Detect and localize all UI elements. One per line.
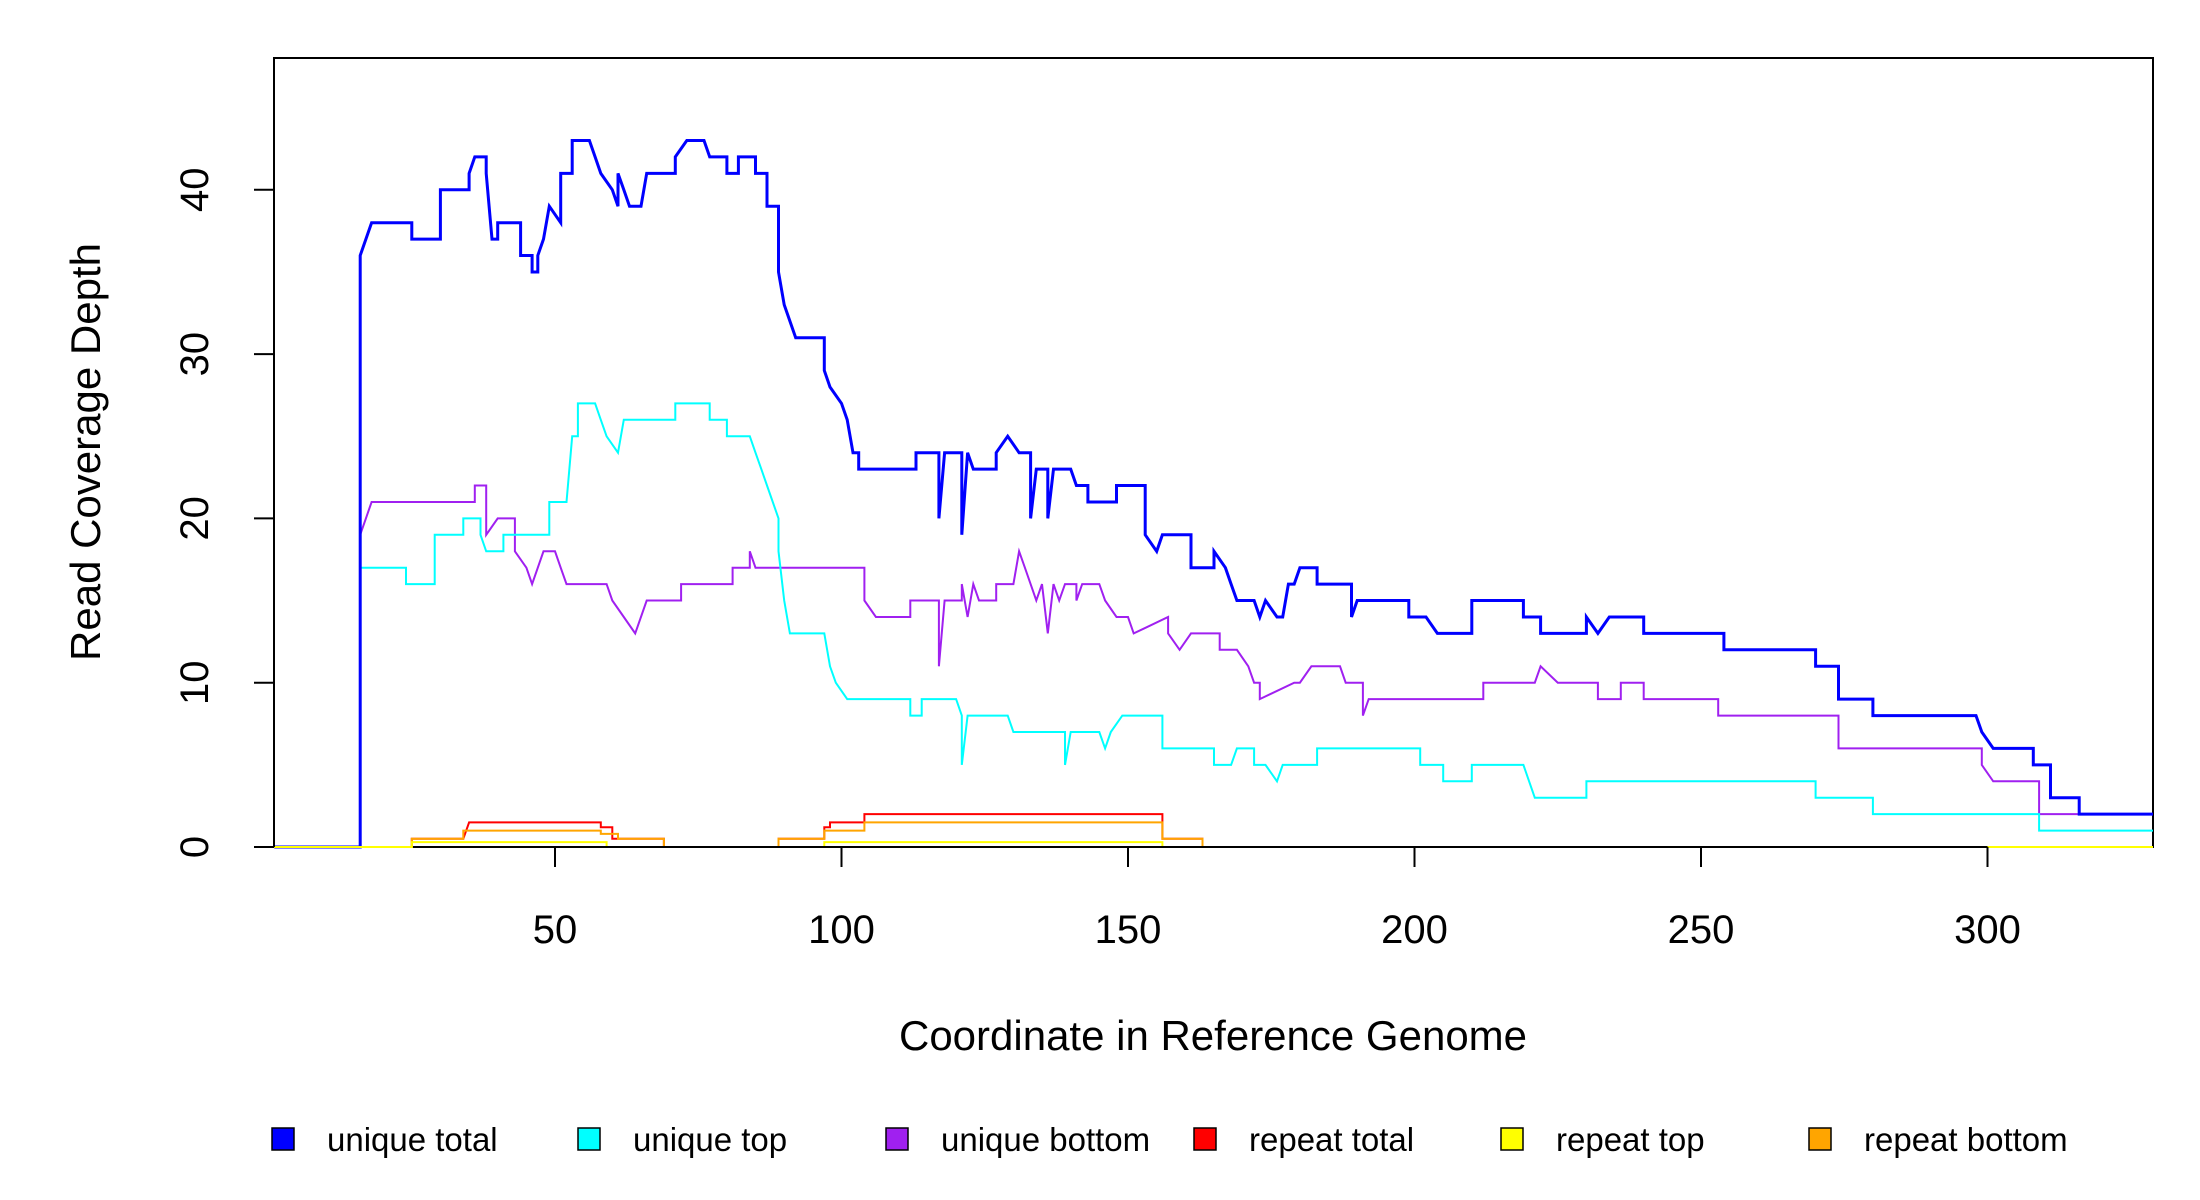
series-line-unique-bottom	[274, 484, 2153, 848]
legend-label-repeat-bottom: repeat bottom	[1864, 1121, 2068, 1158]
plot-frame	[273, 57, 2154, 848]
legend-label-unique-top: unique top	[633, 1121, 787, 1158]
y-tick-label: 30	[173, 332, 217, 377]
y-tick-label: 10	[173, 660, 217, 705]
x-axis: 50 100 150 200 250 300	[533, 846, 2021, 952]
legend-label-unique-total: unique total	[327, 1121, 498, 1158]
legend-swatch-unique-bottom	[885, 1127, 909, 1151]
legend-swatch-unique-total	[271, 1127, 295, 1151]
x-tick-label: 300	[1954, 908, 2021, 952]
legend-swatch-repeat-total	[1193, 1127, 1217, 1151]
series-line-unique-total	[274, 139, 2153, 849]
legend-label-repeat-top: repeat top	[1556, 1121, 1705, 1158]
x-axis-label: Coordinate in Reference Genome	[899, 1012, 1527, 1059]
x-tick-label: 150	[1095, 908, 1162, 952]
series-line-repeat-bottom	[274, 821, 2153, 848]
y-axis-label: Read Coverage Depth	[62, 243, 109, 661]
y-tick-label: 20	[173, 496, 217, 541]
y-tick-label: 0	[173, 836, 217, 858]
series-layer	[274, 139, 2153, 849]
legend-swatch-repeat-bottom	[1808, 1127, 1832, 1151]
x-tick-label: 100	[808, 908, 875, 952]
series-line-unique-top	[274, 402, 2153, 848]
x-tick-label: 50	[533, 908, 578, 952]
legend-label-repeat-total: repeat total	[1249, 1121, 1414, 1158]
x-tick-label: 200	[1381, 908, 1448, 952]
legend: unique total unique top unique bottom repea…	[271, 1121, 2068, 1158]
y-tick-label: 40	[173, 168, 217, 213]
legend-swatch-unique-top	[577, 1127, 601, 1151]
legend-swatch-repeat-top	[1500, 1127, 1524, 1151]
x-tick-label: 250	[1668, 908, 1735, 952]
legend-label-unique-bottom: unique bottom	[941, 1121, 1150, 1158]
y-axis: 0 10 20 30 40	[173, 168, 275, 858]
